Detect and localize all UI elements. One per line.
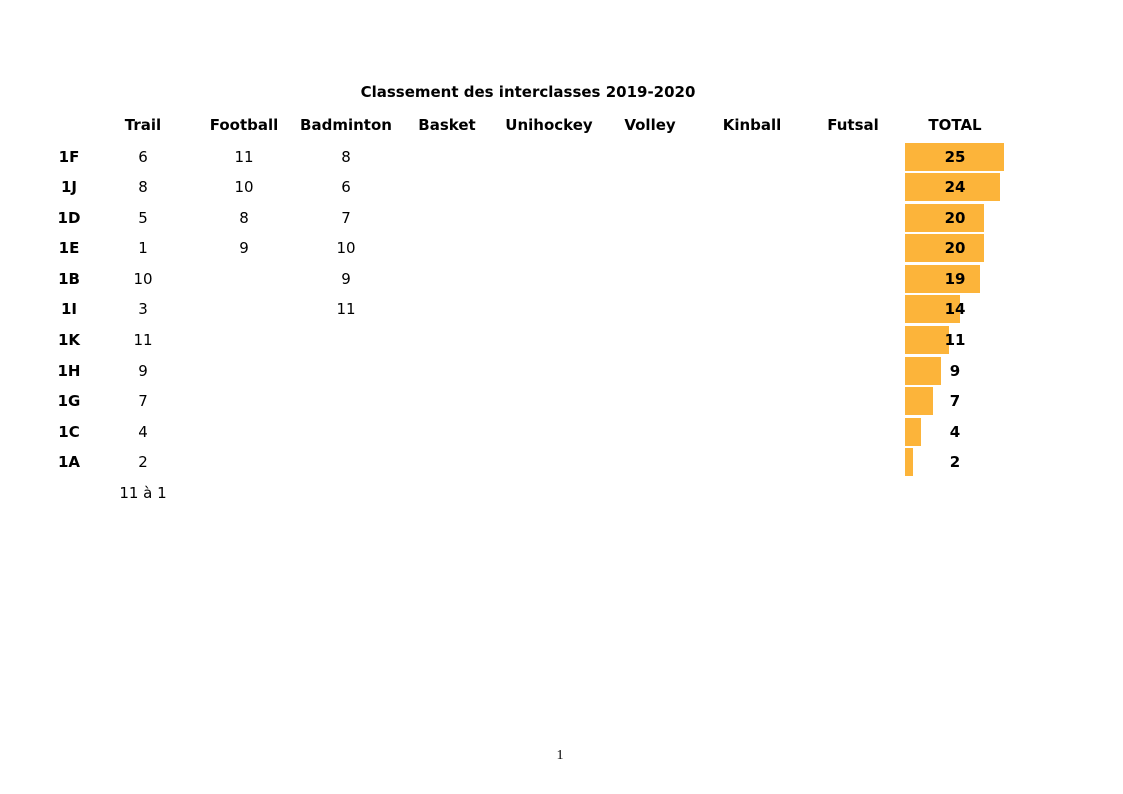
total-bar: [905, 448, 913, 476]
cell-badminton: 8: [341, 148, 351, 166]
total-bar: [905, 326, 949, 354]
cell-football: 11: [234, 148, 254, 166]
cell-badminton: 7: [341, 209, 351, 227]
total-bar: [905, 265, 980, 293]
row-label: 1B: [58, 270, 80, 288]
cell-trail: 5: [138, 209, 148, 227]
table-row: 1I 3 11 14: [0, 294, 1123, 324]
cell-trail: 7: [138, 392, 148, 410]
table-row: 1J 8 10 6 24: [0, 172, 1123, 202]
total-bar: [905, 357, 941, 385]
total-bar: [905, 418, 921, 446]
cell-football: 8: [239, 209, 249, 227]
table-row: 1F 6 11 8 25: [0, 142, 1123, 172]
row-label: 1E: [58, 239, 80, 257]
total-bar: [905, 204, 984, 232]
row-label: 1J: [60, 178, 78, 196]
column-header-unihockey: Unihockey: [505, 116, 593, 134]
table-footnote-row: 11 à 1: [0, 478, 1123, 508]
table-row: 1H 9 9: [0, 356, 1123, 386]
table-row: 1K 11 11: [0, 325, 1123, 355]
row-label: 1C: [58, 423, 80, 441]
cell-trail: 10: [133, 270, 153, 288]
total-value: 20: [944, 239, 966, 257]
total-value: 19: [944, 270, 966, 288]
total-bar: [905, 295, 960, 323]
column-header-badminton: Badminton: [300, 116, 392, 134]
row-label: 1F: [58, 148, 80, 166]
column-header-total: TOTAL: [928, 116, 982, 134]
row-label: 1D: [57, 209, 81, 227]
cell-trail: 6: [138, 148, 148, 166]
row-label: 1I: [60, 300, 78, 318]
row-label: 1A: [57, 453, 81, 471]
table-row: 1A 2 2: [0, 447, 1123, 477]
row-label: 1G: [57, 392, 81, 410]
table-row: 1B 10 9 19: [0, 264, 1123, 294]
cell-trail: 8: [138, 178, 148, 196]
total-bar: [905, 143, 1004, 171]
total-value: 20: [944, 209, 966, 227]
page-number: 1: [556, 748, 564, 763]
total-value: 11: [944, 331, 966, 349]
column-header-football: Football: [209, 116, 279, 134]
table-header-row: Trail Football Badminton Basket Unihocke…: [0, 112, 1123, 138]
total-value: 4: [949, 423, 961, 441]
cell-trail: 9: [138, 362, 148, 380]
table-row: 1G 7 7: [0, 386, 1123, 416]
total-value: 14: [944, 300, 966, 318]
column-header-futsal: Futsal: [827, 116, 879, 134]
total-value: 9: [949, 362, 961, 380]
total-value: 25: [944, 148, 966, 166]
cell-football: 9: [239, 239, 249, 257]
total-value: 7: [949, 392, 961, 410]
total-value: 24: [944, 178, 966, 196]
cell-trail: 3: [138, 300, 148, 318]
total-bar: [905, 387, 933, 415]
cell-football: 10: [234, 178, 254, 196]
cell-badminton: 9: [341, 270, 351, 288]
cell-trail: 2: [138, 453, 148, 471]
cell-trail: 11: [133, 331, 153, 349]
cell-badminton: 11: [336, 300, 356, 318]
table-row: 1E 1 9 10 20: [0, 233, 1123, 263]
column-header-volley: Volley: [624, 116, 676, 134]
total-value: 2: [949, 453, 961, 471]
column-header-trail: Trail: [124, 116, 162, 134]
total-bar: [905, 173, 1000, 201]
row-label: 1H: [57, 362, 81, 380]
report-title: Classement des interclasses 2019-2020: [360, 83, 696, 101]
trail-scale-note: 11 à 1: [119, 484, 167, 502]
row-label: 1K: [57, 331, 81, 349]
cell-badminton: 10: [336, 239, 356, 257]
column-header-kinball: Kinball: [722, 116, 782, 134]
cell-badminton: 6: [341, 178, 351, 196]
total-bar: [905, 234, 984, 262]
table-row: 1C 4 4: [0, 417, 1123, 447]
cell-trail: 1: [138, 239, 148, 257]
cell-trail: 4: [138, 423, 148, 441]
column-header-basket: Basket: [418, 116, 476, 134]
table-row: 1D 5 8 7 20: [0, 203, 1123, 233]
